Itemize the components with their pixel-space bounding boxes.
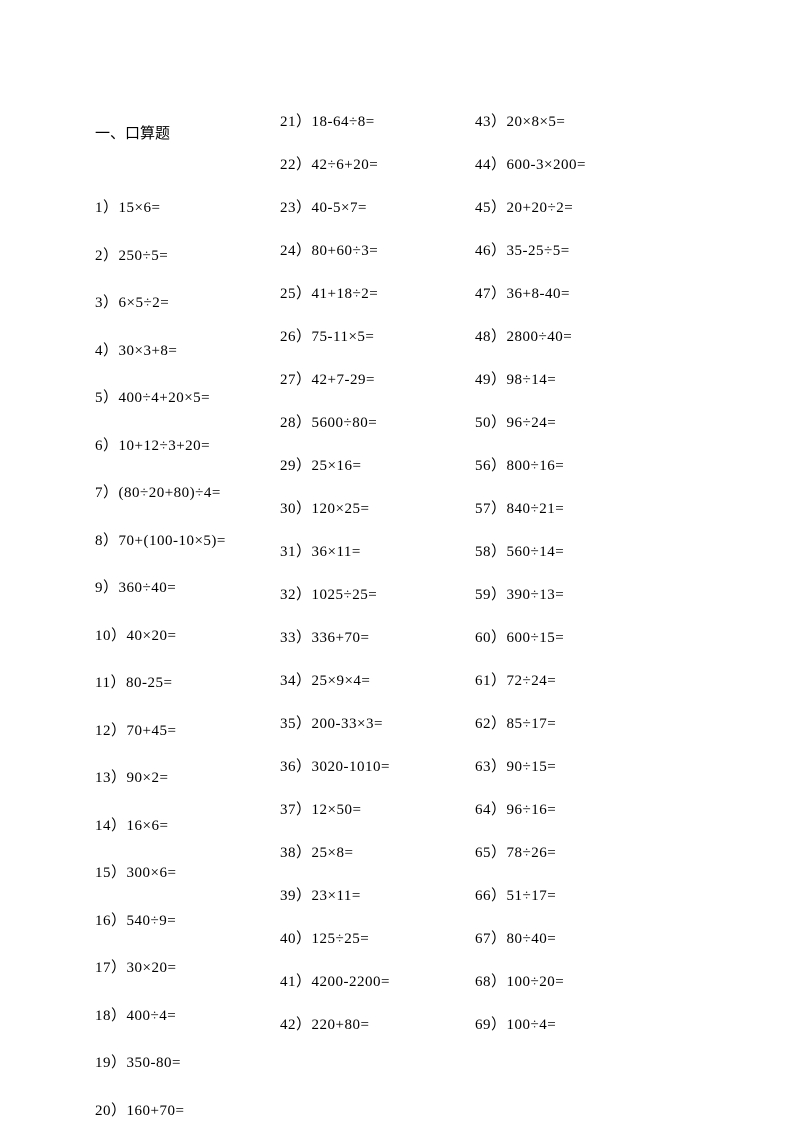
problem-item: 59）390÷13= xyxy=(475,583,675,604)
problem-item: 3）6×5÷2= xyxy=(95,291,280,312)
problem-item: 48）2800÷40= xyxy=(475,325,675,346)
problem-item: 29）25×16= xyxy=(280,454,475,475)
problem-item: 35）200-33×3= xyxy=(280,712,475,733)
problem-item: 21）18-64÷8= xyxy=(280,110,475,131)
problem-item: 62）85÷17= xyxy=(475,712,675,733)
problem-item: 4）30×3+8= xyxy=(95,339,280,360)
problem-item: 44）600-3×200= xyxy=(475,153,675,174)
problem-item: 39）23×11= xyxy=(280,884,475,905)
problem-item: 34）25×9×4= xyxy=(280,669,475,690)
problem-item: 24）80+60÷3= xyxy=(280,239,475,260)
problem-item: 66）51÷17= xyxy=(475,884,675,905)
problem-item: 27）42+7-29= xyxy=(280,368,475,389)
problem-item: 61）72÷24= xyxy=(475,669,675,690)
problem-item: 11）80-25= xyxy=(95,671,280,692)
column-2: 21）18-64÷8= 22）42÷6+20= 23）40-5×7= 24）80+60… xyxy=(280,110,475,1022)
problem-item: 12）70+45= xyxy=(95,719,280,740)
problem-item: 56）800÷16= xyxy=(475,454,675,475)
problem-item: 33）336+70= xyxy=(280,626,475,647)
problem-item: 5）400÷4+20×5= xyxy=(95,386,280,407)
problem-item: 36）3020-1010= xyxy=(280,755,475,776)
problem-item: 69）100÷4= xyxy=(475,1013,675,1034)
column-3: 43）20×8×5= 44）600-3×200= 45）20+20÷2= 46）35-… xyxy=(475,110,675,1022)
problem-item: 60）600÷15= xyxy=(475,626,675,647)
problem-item: 50）96÷24= xyxy=(475,411,675,432)
problem-item: 25）41+18÷2= xyxy=(280,282,475,303)
problem-item: 7）(80÷20+80)÷4= xyxy=(95,481,280,502)
problem-item: 41）4200-2200= xyxy=(280,970,475,991)
problem-item: 38）25×8= xyxy=(280,841,475,862)
problem-item: 32）1025÷25= xyxy=(280,583,475,604)
problem-item: 19）350-80= xyxy=(95,1051,280,1072)
problem-item: 63）90÷15= xyxy=(475,755,675,776)
problem-item: 23）40-5×7= xyxy=(280,196,475,217)
problem-item: 49）98÷14= xyxy=(475,368,675,389)
problem-item: 15）300×6= xyxy=(95,861,280,882)
problem-item: 8）70+(100-10×5)= xyxy=(95,529,280,550)
problem-item: 10）40×20= xyxy=(95,624,280,645)
problem-item: 20）160+70= xyxy=(95,1099,280,1120)
problem-item: 43）20×8×5= xyxy=(475,110,675,131)
problem-item: 68）100÷20= xyxy=(475,970,675,991)
problem-item: 18）400÷4= xyxy=(95,1004,280,1025)
problem-item: 28）5600÷80= xyxy=(280,411,475,432)
problem-item: 26）75-11×5= xyxy=(280,325,475,346)
problem-item: 22）42÷6+20= xyxy=(280,153,475,174)
worksheet-container: 一、口算题 1）15×6= 2）250÷5= 3）6×5÷2= 4）30×3+8= 5）… xyxy=(95,110,703,1022)
problem-item: 65）78÷26= xyxy=(475,841,675,862)
problem-item: 14）16×6= xyxy=(95,814,280,835)
problem-item: 45）20+20÷2= xyxy=(475,196,675,217)
problem-item: 16）540÷9= xyxy=(95,909,280,930)
problem-item: 40）125÷25= xyxy=(280,927,475,948)
column-1: 一、口算题 1）15×6= 2）250÷5= 3）6×5÷2= 4）30×3+8= 5）… xyxy=(95,110,280,1022)
problem-item: 17）30×20= xyxy=(95,956,280,977)
problem-item: 31）36×11= xyxy=(280,540,475,561)
problem-item: 37）12×50= xyxy=(280,798,475,819)
problem-item: 1）15×6= xyxy=(95,196,280,217)
problem-item: 6）10+12÷3+20= xyxy=(95,434,280,455)
problem-item: 46）35-25÷5= xyxy=(475,239,675,260)
problem-item: 47）36+8-40= xyxy=(475,282,675,303)
problem-item: 58）560÷14= xyxy=(475,540,675,561)
problem-item: 13）90×2= xyxy=(95,766,280,787)
problem-item: 67）80÷40= xyxy=(475,927,675,948)
problem-item: 42）220+80= xyxy=(280,1013,475,1034)
problem-item: 30）120×25= xyxy=(280,497,475,518)
problem-item: 9）360÷40= xyxy=(95,576,280,597)
section-title: 一、口算题 xyxy=(95,122,280,143)
problem-item: 2）250÷5= xyxy=(95,244,280,265)
problem-item: 57）840÷21= xyxy=(475,497,675,518)
problem-item: 64）96÷16= xyxy=(475,798,675,819)
